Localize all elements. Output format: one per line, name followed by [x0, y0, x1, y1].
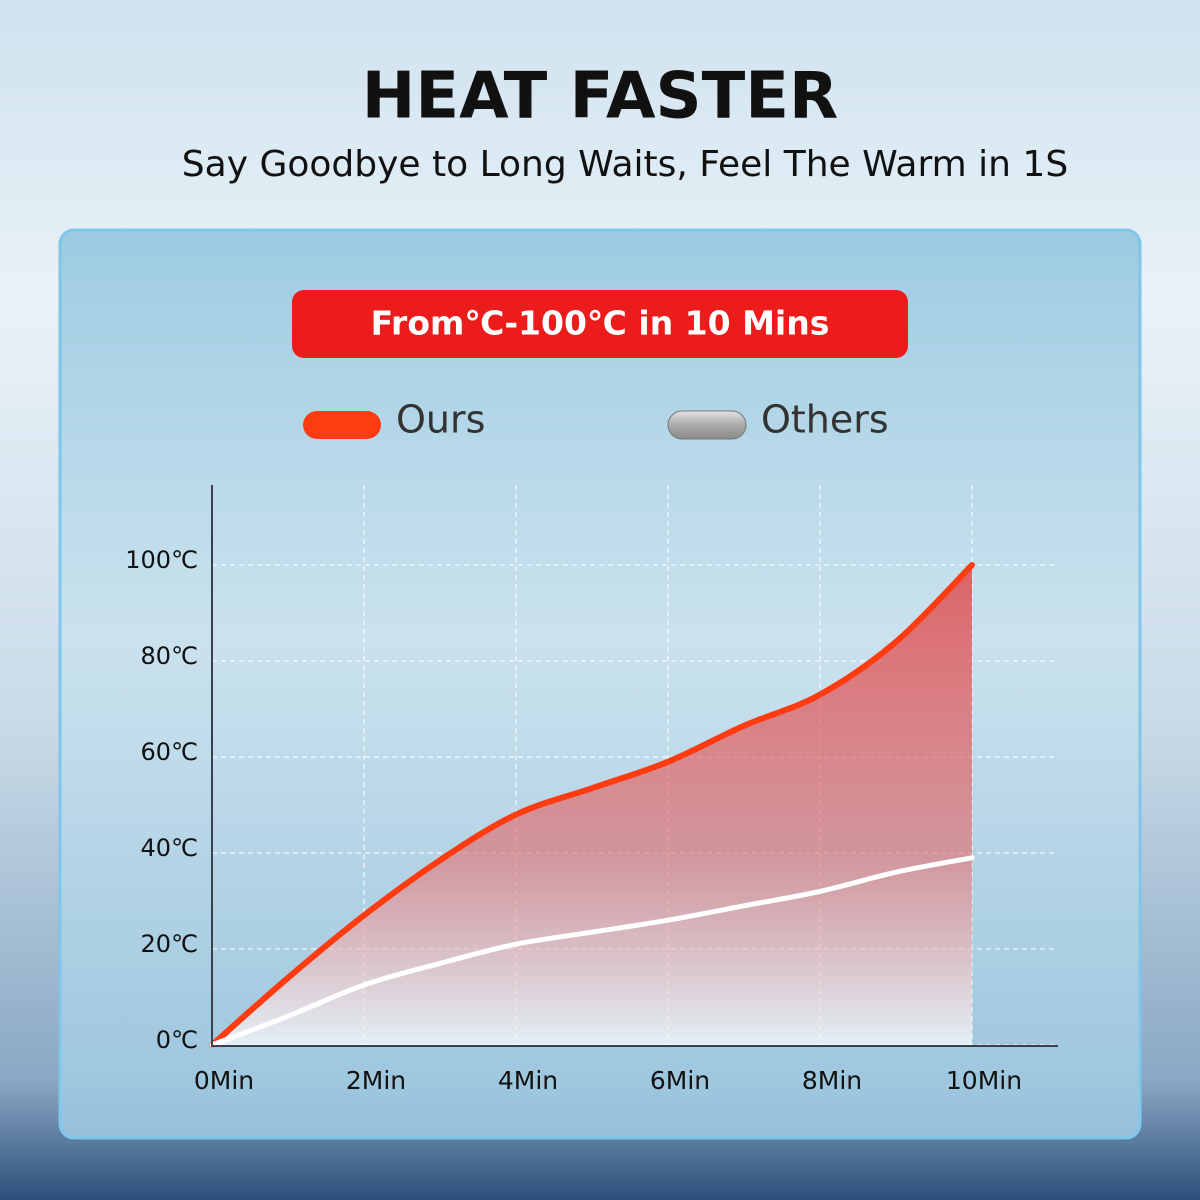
y-tick-label: 0℃ [156, 1026, 198, 1054]
series-line [209, 562, 975, 1048]
subtitle: Say Goodbye to Long Waits, Feel The Warm… [182, 144, 1068, 185]
x-tick-label: 6Min [650, 1066, 710, 1095]
series-line [209, 855, 975, 1048]
x-tick-label: 2Min [346, 1066, 406, 1095]
x-tick-label: 4Min [498, 1066, 558, 1095]
banner [292, 290, 908, 358]
title: HEAT FASTER [362, 60, 838, 134]
y-tick-label: 40℃ [141, 834, 199, 862]
y-tick-label: 20℃ [141, 930, 199, 958]
x-tick-label: 10Min [946, 1066, 1022, 1095]
y-tick-label: 60℃ [141, 738, 199, 766]
x-tick-label: 8Min [802, 1066, 862, 1095]
plot: 0℃ 20℃ 40℃ 60℃ 80℃ 100℃ 0Min 2Min 4Min 6Min 8Min 10… [125, 398, 1058, 1095]
legend-swatch [667, 410, 747, 440]
banner-text: From℃-100℃ in 10 Mins [371, 304, 830, 343]
legend-swatch [303, 411, 381, 439]
area [212, 565, 972, 1045]
y-tick-label: 100℃ [125, 546, 198, 574]
legend-label: Others [761, 398, 889, 442]
x-tick-label: 0Min [194, 1066, 254, 1095]
legend-label: Ours [396, 398, 485, 442]
y-tick-label: 80℃ [141, 642, 199, 670]
